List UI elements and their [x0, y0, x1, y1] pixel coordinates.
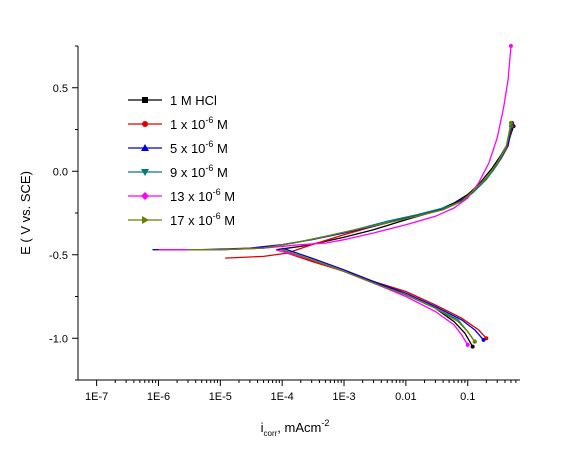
series-6-point [472, 339, 477, 344]
legend-label: 13 x 10-6 M [170, 187, 235, 204]
legend-label: 5 x 10-6 M [170, 139, 228, 156]
legend-label-tail: M [213, 141, 227, 156]
series-2-anodic-branch [225, 126, 513, 259]
legend-label: 1 M HCl [170, 93, 217, 108]
axes-layer: 1E-7 1E-6 1E-5 1E-4 1E-3 0.01 0.1 -1.0 -0.5 0.0 0.… [49, 45, 520, 403]
y-tick-label: -0.5 [49, 250, 68, 262]
x-tick-label: 0.1 [460, 391, 475, 403]
x-tick-label: 0.01 [395, 391, 416, 403]
legend-label-tail: M [213, 117, 227, 132]
legend-marker [141, 169, 149, 176]
series-1 [276, 124, 516, 349]
legend-label-superscript: -6 [213, 187, 221, 197]
legend-label-main: 9 x 10 [170, 165, 205, 180]
y-tick-label: 0.0 [53, 166, 68, 178]
x-axis-label-rest: , mAcm [277, 420, 321, 435]
x-tick-label: 1E-3 [332, 391, 355, 403]
legend-label: 9 x 10-6 M [170, 163, 228, 180]
series-6-cathodic-branch [281, 249, 476, 342]
legend-marker [142, 97, 148, 103]
axis-labels: E ( V vs. SCE) icorr, mAcm-2 [18, 171, 329, 438]
legend-label-main: 1 x 10 [170, 117, 205, 132]
y-axis-label: E ( V vs. SCE) [18, 171, 33, 255]
legend-marker [142, 216, 149, 224]
y-tick-label: 0.5 [53, 83, 68, 95]
legend-label-tail: M [221, 189, 235, 204]
y-tick-label: -1.0 [49, 333, 68, 345]
legend-label-main: 1 M HCl [170, 93, 217, 108]
x-tick-label: 1E-5 [209, 391, 232, 403]
series-6-point [508, 120, 513, 125]
legend-label-superscript: -6 [205, 115, 213, 125]
legend-label-superscript: -6 [205, 163, 213, 173]
series-6-anodic-branch [188, 122, 512, 251]
legend-label-superscript: -6 [205, 139, 213, 149]
x-tick-label: 1E-7 [85, 391, 108, 403]
legend-label-tail: M [221, 213, 235, 228]
legend-label-main: 17 x 10 [170, 213, 213, 228]
series-5-cathodic-branch [276, 249, 469, 346]
x-tick-label: 1E-4 [271, 391, 294, 403]
series-4-cathodic-branch [281, 249, 476, 342]
legend-label-main: 13 x 10 [170, 189, 213, 204]
series-3-point [481, 337, 486, 342]
series-3-cathodic-branch [281, 247, 484, 341]
legend-label-main: 5 x 10 [170, 141, 205, 156]
series-layer [152, 44, 516, 349]
legend-marker [141, 192, 149, 200]
series-5-point [465, 342, 470, 347]
x-axis-label-subscript: corr [264, 429, 278, 438]
legend-marker [141, 144, 149, 151]
x-axis-label-superscript: -2 [321, 418, 329, 428]
legend-marker [142, 121, 148, 127]
x-tick-label: 1E-6 [147, 391, 170, 403]
series-1-cathodic-branch [276, 249, 474, 347]
legend-label-superscript: -6 [213, 211, 221, 221]
legend-label-tail: M [213, 165, 227, 180]
x-axis-label-main: i [261, 420, 264, 435]
series-2-cathodic-branch [286, 252, 487, 339]
legend-label: 17 x 10-6 M [170, 211, 235, 228]
legend-label: 1 x 10-6 M [170, 115, 228, 132]
series-3 [152, 120, 515, 342]
series-5-anodic-branch [158, 45, 512, 251]
series-6 [188, 120, 513, 344]
series-2 [225, 124, 515, 341]
series-1-point [470, 344, 475, 349]
series-5-point [508, 44, 513, 48]
x-axis-label: icorr, mAcm-2 [261, 418, 330, 438]
